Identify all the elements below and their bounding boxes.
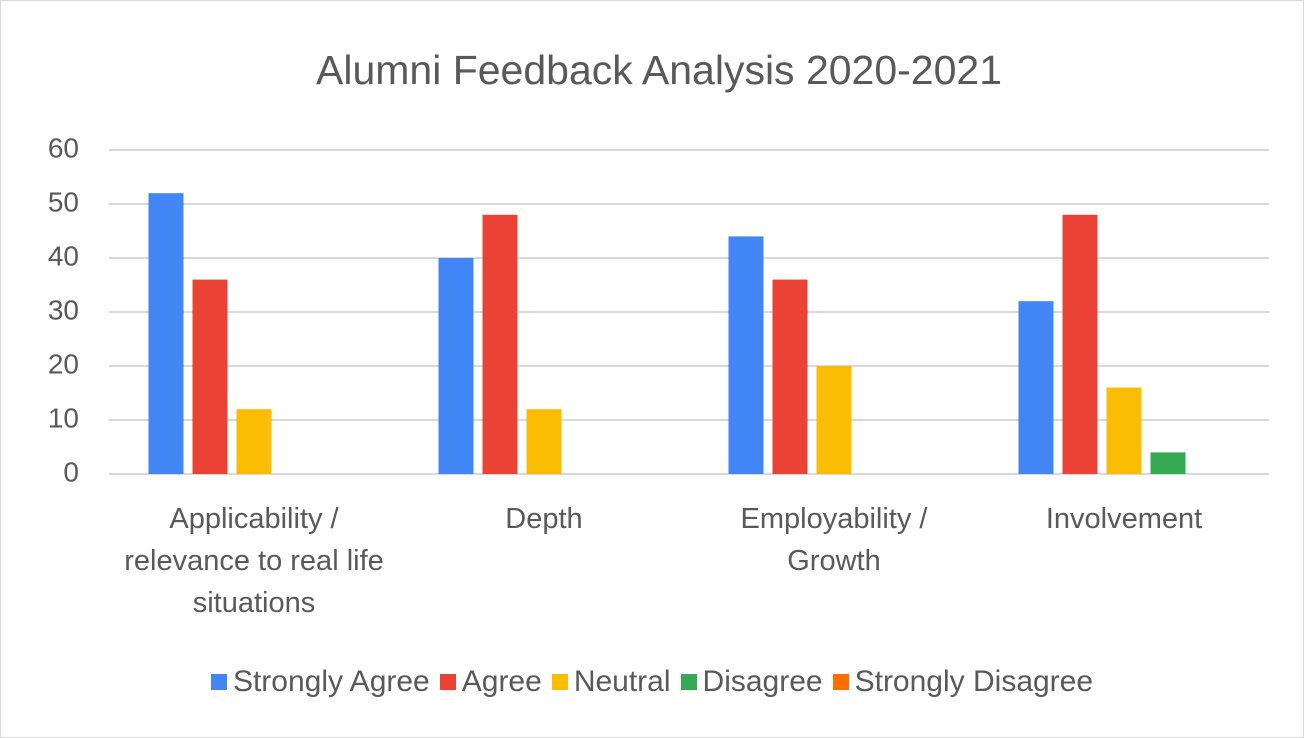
chart-title: Alumni Feedback Analysis 2020-2021 xyxy=(316,47,1002,93)
y-tick-label: 10 xyxy=(48,402,79,433)
legend-item: Neutral xyxy=(551,665,671,699)
legend-item: Disagree xyxy=(680,665,823,699)
legend-label: Agree xyxy=(461,665,542,698)
x-tick-label: Employability / Growth xyxy=(740,503,928,577)
x-tick-label: Applicability / relevance to real life s… xyxy=(124,503,384,619)
x-tick-label: Depth xyxy=(505,503,583,535)
legend: Strongly Agree Agree Neutral Disagree Strong… xyxy=(1,665,1303,699)
legend-swatch xyxy=(832,674,849,690)
bar xyxy=(148,193,184,474)
legend-label: Strongly Agree xyxy=(232,665,430,698)
x-tick-label: Involvement xyxy=(1045,503,1203,535)
legend-item: Agree xyxy=(439,665,542,699)
legend-swatch xyxy=(439,674,456,690)
legend-item: Strongly Agree xyxy=(210,665,430,699)
y-tick-label: 0 xyxy=(63,456,79,487)
bar xyxy=(236,409,272,474)
bar xyxy=(816,366,852,474)
legend-label: Disagree xyxy=(702,665,823,698)
legend-swatch xyxy=(551,674,568,690)
y-tick-label: 50 xyxy=(48,186,79,217)
legend-item: Strongly Disagree xyxy=(832,665,1094,699)
legend-label: Strongly Disagree xyxy=(854,665,1094,698)
legend-swatch xyxy=(680,674,697,690)
bar xyxy=(482,214,518,475)
y-tick-label: 60 xyxy=(48,132,79,163)
bar xyxy=(1150,452,1186,474)
legend-swatch xyxy=(210,674,227,690)
bar xyxy=(728,236,764,474)
bar xyxy=(1018,301,1054,474)
legend-label: Neutral xyxy=(573,665,671,698)
y-tick-label: 20 xyxy=(48,348,79,379)
y-tick-label: 30 xyxy=(48,294,79,325)
bar xyxy=(526,409,562,474)
bar xyxy=(1062,214,1098,475)
bar xyxy=(192,279,228,474)
bar xyxy=(1106,387,1142,474)
bar xyxy=(772,279,808,474)
bar xyxy=(438,258,474,474)
y-tick-label: 40 xyxy=(48,240,79,271)
